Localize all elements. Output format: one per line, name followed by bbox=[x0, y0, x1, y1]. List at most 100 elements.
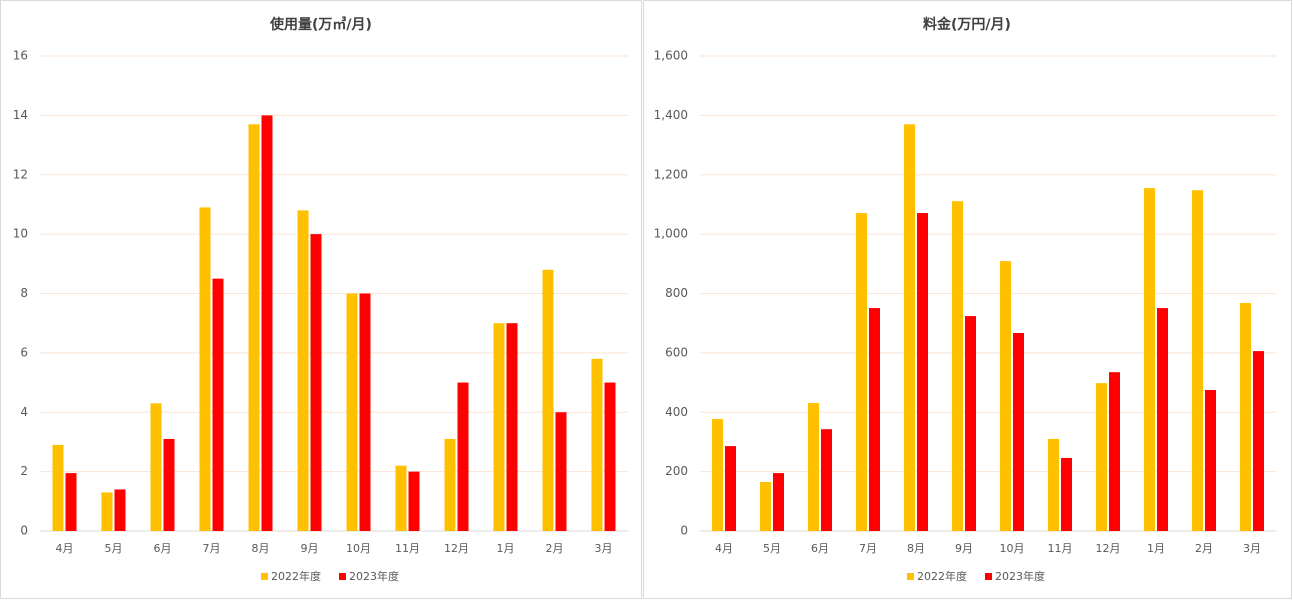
bar bbox=[212, 278, 224, 531]
x-tick-label: 7月 bbox=[203, 542, 221, 555]
y-tick-label: 14 bbox=[13, 108, 28, 122]
bar bbox=[965, 316, 976, 531]
bar bbox=[1096, 383, 1107, 531]
bar bbox=[297, 210, 309, 531]
y-tick-label: 1,000 bbox=[654, 227, 688, 241]
bar bbox=[856, 213, 867, 531]
x-tick-label: 2月 bbox=[546, 542, 564, 555]
x-tick-label: 6月 bbox=[811, 542, 829, 555]
x-tick-label: 4月 bbox=[715, 542, 733, 555]
bar bbox=[163, 438, 175, 531]
bar bbox=[555, 412, 567, 531]
bar bbox=[150, 403, 162, 531]
legend-swatch bbox=[261, 573, 268, 580]
bar bbox=[917, 213, 928, 531]
bar bbox=[1253, 351, 1264, 531]
y-tick-label: 10 bbox=[13, 227, 28, 241]
x-tick-label: 9月 bbox=[301, 542, 319, 555]
bar bbox=[493, 323, 505, 531]
x-tick-label: 1月 bbox=[1147, 542, 1165, 555]
bar bbox=[444, 438, 456, 531]
y-tick-label: 0 bbox=[20, 524, 28, 538]
y-tick-label: 12 bbox=[13, 167, 28, 181]
bar bbox=[65, 473, 77, 531]
x-tick-label: 8月 bbox=[907, 542, 925, 555]
bar bbox=[1240, 303, 1251, 531]
x-tick-label: 3月 bbox=[1243, 542, 1261, 555]
bar bbox=[1013, 332, 1024, 531]
legend-label: 2023年度 bbox=[995, 569, 1045, 583]
y-tick-label: 2 bbox=[20, 464, 28, 478]
bar bbox=[506, 323, 518, 531]
x-tick-label: 12月 bbox=[1096, 542, 1121, 555]
bar bbox=[408, 471, 420, 531]
bar bbox=[310, 234, 322, 531]
y-tick-label: 1,600 bbox=[654, 49, 688, 63]
legend-swatch bbox=[339, 573, 346, 580]
y-tick-label: 1,200 bbox=[654, 167, 688, 181]
x-tick-label: 3月 bbox=[595, 542, 613, 555]
bar bbox=[346, 293, 358, 531]
x-tick-label: 11月 bbox=[1048, 542, 1073, 555]
y-tick-label: 800 bbox=[665, 286, 688, 300]
bar bbox=[952, 201, 963, 531]
bar bbox=[604, 382, 616, 531]
bar bbox=[52, 444, 64, 531]
x-tick-label: 10月 bbox=[1000, 542, 1025, 555]
y-tick-label: 200 bbox=[665, 464, 688, 478]
x-tick-label: 8月 bbox=[252, 542, 270, 555]
y-tick-label: 4 bbox=[20, 405, 28, 419]
y-tick-label: 600 bbox=[665, 345, 688, 359]
x-tick-label: 9月 bbox=[955, 542, 973, 555]
bar bbox=[457, 382, 469, 531]
bar bbox=[591, 358, 603, 531]
bar bbox=[1157, 308, 1168, 531]
x-tick-label: 10月 bbox=[346, 542, 371, 555]
bar bbox=[248, 124, 260, 531]
y-tick-label: 6 bbox=[20, 345, 28, 359]
bar bbox=[773, 473, 784, 531]
bar bbox=[359, 293, 371, 531]
x-tick-label: 5月 bbox=[105, 542, 123, 555]
legend-label: 2023年度 bbox=[349, 569, 399, 583]
y-tick-label: 1,400 bbox=[654, 108, 688, 122]
bar bbox=[1144, 188, 1155, 531]
bar bbox=[712, 419, 723, 531]
bar bbox=[760, 482, 771, 531]
legend-label: 2022年度 bbox=[917, 569, 967, 583]
legend-swatch bbox=[907, 573, 914, 580]
x-tick-label: 1月 bbox=[497, 542, 515, 555]
bar bbox=[1048, 438, 1059, 531]
legend-swatch bbox=[985, 573, 992, 580]
bar bbox=[1061, 457, 1072, 531]
bar bbox=[395, 465, 407, 531]
x-tick-label: 2月 bbox=[1195, 542, 1213, 555]
y-tick-label: 16 bbox=[13, 49, 28, 63]
x-tick-label: 11月 bbox=[395, 542, 420, 555]
y-tick-label: 0 bbox=[680, 524, 688, 538]
legend-label: 2022年度 bbox=[271, 569, 321, 583]
y-tick-label: 400 bbox=[665, 405, 688, 419]
bar bbox=[904, 124, 915, 531]
x-tick-label: 12月 bbox=[444, 542, 469, 555]
chart-title: 料金(万円/月) bbox=[923, 16, 1011, 33]
bar bbox=[261, 115, 273, 531]
x-tick-label: 6月 bbox=[154, 542, 172, 555]
bar bbox=[869, 308, 880, 531]
bar bbox=[1109, 372, 1120, 531]
x-tick-label: 5月 bbox=[763, 542, 781, 555]
bar bbox=[808, 403, 819, 531]
x-tick-label: 4月 bbox=[56, 542, 74, 555]
chart-title: 使用量(万㎥/月) bbox=[269, 16, 372, 33]
x-tick-label: 7月 bbox=[859, 542, 877, 555]
bar bbox=[1205, 389, 1216, 531]
bar bbox=[114, 489, 126, 531]
bar bbox=[101, 492, 113, 531]
bar bbox=[725, 446, 736, 531]
y-tick-label: 8 bbox=[20, 286, 28, 300]
bar bbox=[199, 207, 211, 531]
bar bbox=[821, 429, 832, 531]
bar bbox=[542, 269, 554, 531]
bar bbox=[1000, 261, 1011, 531]
